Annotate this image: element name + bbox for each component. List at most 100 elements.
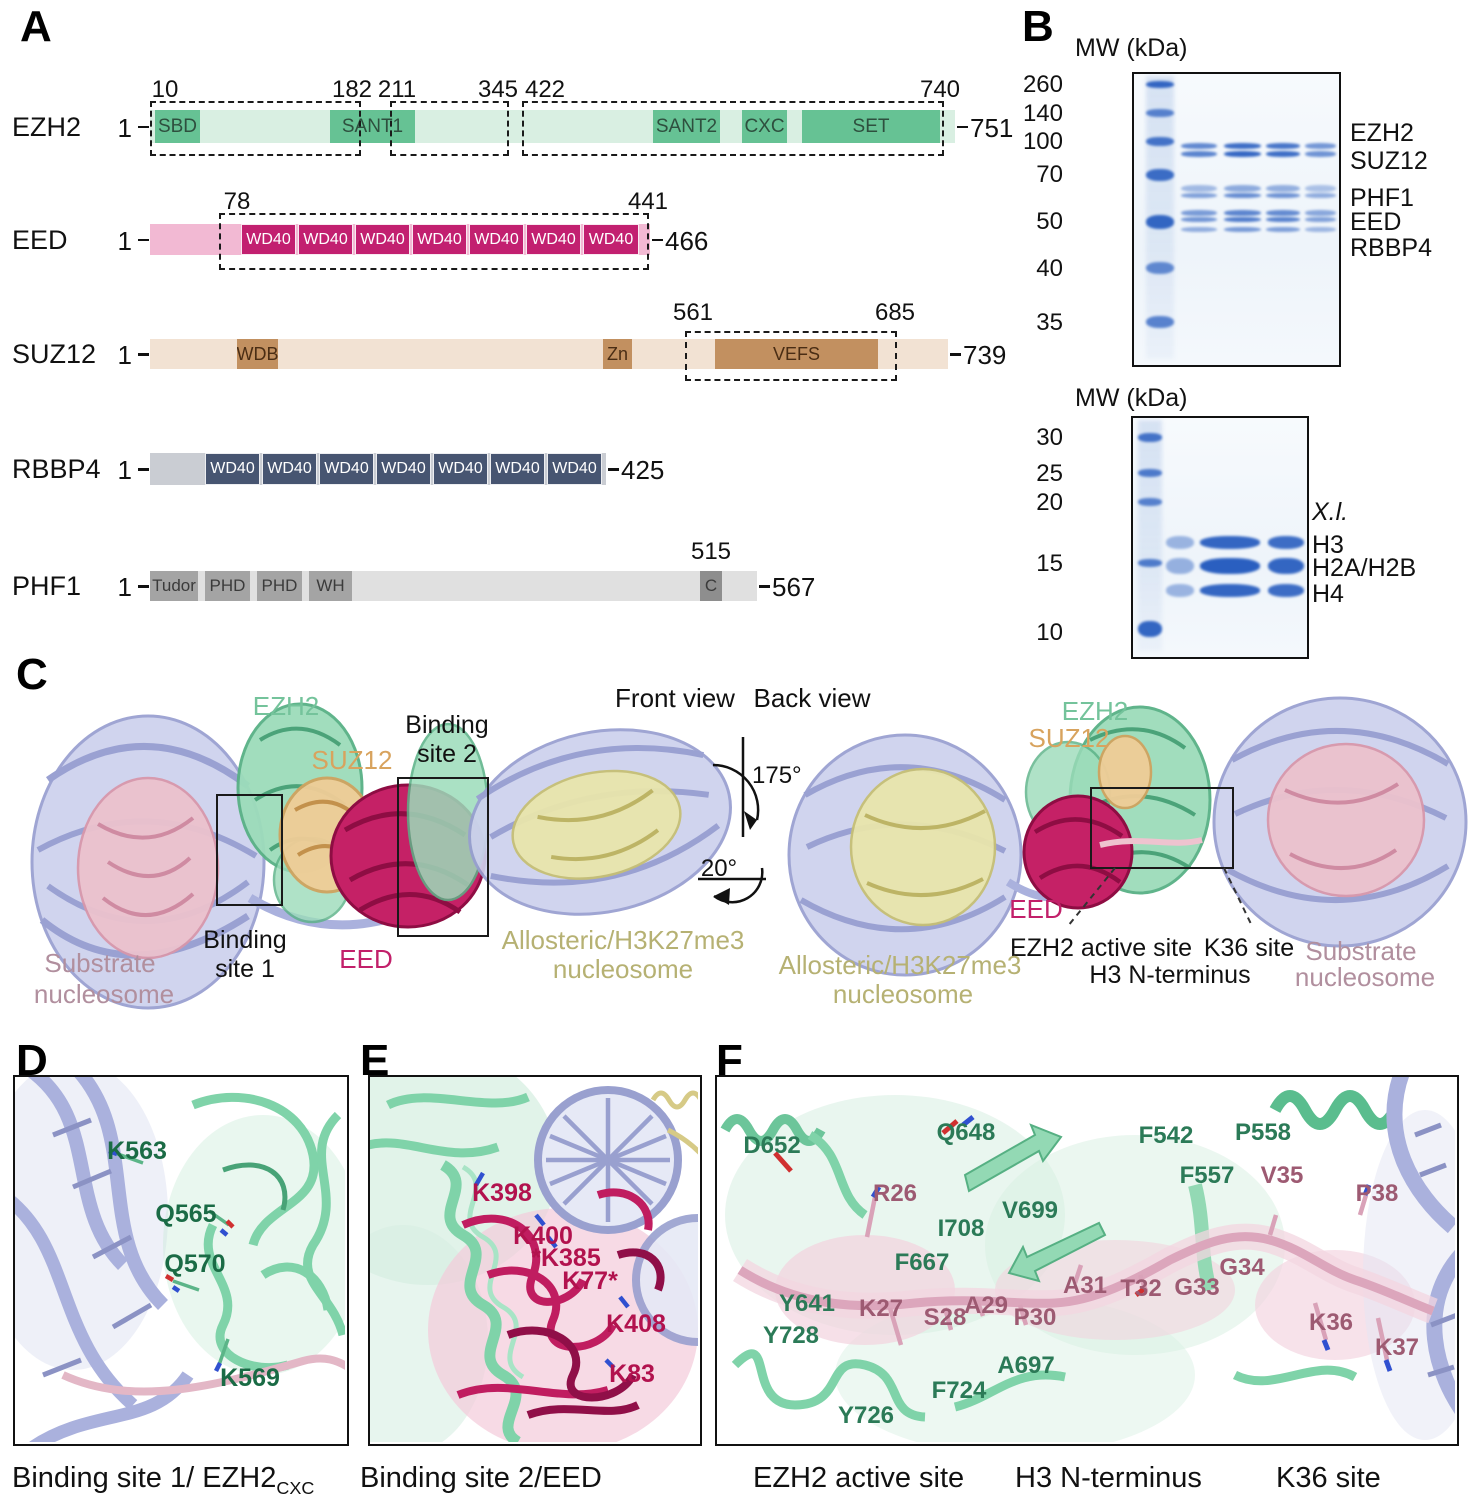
gel-band: [1268, 584, 1304, 597]
rotation-175-icon: [712, 737, 760, 837]
protein-start-residue: 1: [117, 340, 132, 370]
mw-marker-label: 20: [1036, 489, 1063, 516]
residue-tick-label: 211: [377, 76, 417, 103]
residue-tick-label: 345: [477, 76, 519, 103]
protein-name: SUZ12: [12, 339, 97, 369]
domain-block: WD40: [355, 224, 410, 255]
gel-band: [1224, 193, 1261, 198]
panelc-label: Binding: [405, 711, 489, 739]
back-box-dashed-leader-left: [1067, 867, 1116, 927]
gel-band: [1181, 210, 1217, 216]
ladder-smear: [1138, 420, 1162, 651]
gel-side-label: RBBP4: [1350, 234, 1432, 262]
gel-side-label: PHF1: [1350, 184, 1414, 212]
domain-block: C: [700, 571, 722, 601]
domain-block: PHD: [205, 571, 250, 601]
start-dash: [138, 585, 149, 588]
residue-label: F557: [1179, 1162, 1235, 1189]
gel-band: [1305, 210, 1336, 216]
residue-label: K563: [107, 1137, 167, 1165]
domain-block: WD40: [490, 453, 545, 485]
residue-tick-label: 422: [524, 76, 566, 103]
residue-label: K83: [609, 1360, 655, 1388]
gel-band: [1181, 227, 1217, 232]
ladder-band: [1138, 433, 1162, 442]
residue-label: K400: [513, 1222, 573, 1250]
domain-block: VEFS: [715, 339, 878, 369]
panelc-label: EZH2: [1061, 696, 1129, 726]
gel-side-label: EED: [1350, 208, 1402, 236]
mw-marker-label: 40: [1036, 255, 1063, 282]
domain-block: WD40: [376, 453, 431, 485]
panelc-label: SUZ12: [1028, 723, 1110, 753]
panel-f-art: [720, 1075, 1455, 1442]
mw-title: MW (kDa): [1075, 384, 1188, 412]
domain-block: WD40: [433, 453, 488, 485]
domain-block: WD40: [412, 224, 467, 255]
residue-tick-label: 740: [919, 76, 961, 103]
gel-band: [1266, 193, 1300, 198]
domain-dashed-box: [390, 101, 509, 156]
residue-tick-label: 561: [672, 299, 714, 326]
domain-block: CXC: [742, 110, 787, 143]
gel-side-label: EZH2: [1350, 119, 1414, 147]
protein-start-residue: 1: [117, 455, 132, 485]
gel-band: [1224, 185, 1261, 192]
domain-block: WD40: [319, 453, 374, 485]
residue-label: K77*: [562, 1267, 618, 1295]
gel-band: [1268, 558, 1304, 574]
residue-label: D652: [743, 1132, 801, 1159]
mw-marker-label: 70: [1036, 161, 1063, 188]
domain-block: WD40: [547, 453, 602, 485]
domain-block: WD40: [241, 224, 296, 255]
domain-dashed-box: [219, 213, 649, 270]
domain-block: WDB: [237, 339, 278, 369]
gel-band: [1305, 151, 1336, 157]
gel-band: [1166, 558, 1194, 574]
dna-wheel: [534, 1086, 682, 1234]
end-dash: [957, 125, 968, 128]
mw-marker-label: 260: [1022, 71, 1063, 98]
mw-marker-label: 10: [1036, 619, 1063, 646]
start-dash: [138, 353, 149, 356]
back-view-zoom-box: [1090, 787, 1234, 869]
panelc-label: 175°: [752, 762, 802, 789]
residue-label: K27: [858, 1295, 904, 1322]
domain-block: SBD: [155, 110, 200, 143]
ladder-band: [1146, 137, 1174, 146]
panel-d-frame: [13, 1075, 349, 1446]
panelc-label: K36 site: [1203, 934, 1295, 962]
gel-side-label: H4: [1312, 580, 1344, 608]
gel-band: [1200, 536, 1260, 549]
mw-marker-label: 15: [1036, 550, 1063, 577]
gel-band: [1200, 558, 1260, 574]
substrate-nucleosome-back-density: [1212, 696, 1468, 948]
panelc-label: EED: [1009, 894, 1063, 924]
ladder-band: [1146, 169, 1174, 181]
ladder-band: [1146, 215, 1174, 229]
gel-band: [1266, 143, 1300, 149]
domain-block: WD40: [526, 224, 581, 255]
gel-band: [1166, 584, 1194, 597]
protein-end-residue: 466: [665, 225, 709, 256]
gel-side-label: SUZ12: [1350, 147, 1428, 175]
mw-marker-label: 30: [1036, 424, 1063, 451]
domain-block: WD40: [298, 224, 353, 255]
substrate-nucleosome-front-density: [30, 714, 266, 1010]
residue-label: Y726: [837, 1402, 895, 1429]
residue-label: R26: [872, 1180, 918, 1207]
residue-tick-label: 515: [690, 538, 732, 565]
residue-label: Q648: [936, 1119, 996, 1146]
residue-label: K398: [472, 1179, 532, 1207]
residue-label: Q570: [164, 1250, 226, 1278]
panelc-label: Allosteric/H3K27me3: [501, 925, 745, 955]
protein-start-residue: 1: [117, 225, 132, 256]
gel-band: [1268, 536, 1304, 549]
gel-band: [1200, 584, 1260, 597]
gel-band: [1181, 193, 1217, 198]
panel-e-art: [368, 1075, 698, 1442]
mw-marker-label: 140: [1022, 100, 1063, 127]
gel-band: [1224, 143, 1261, 149]
